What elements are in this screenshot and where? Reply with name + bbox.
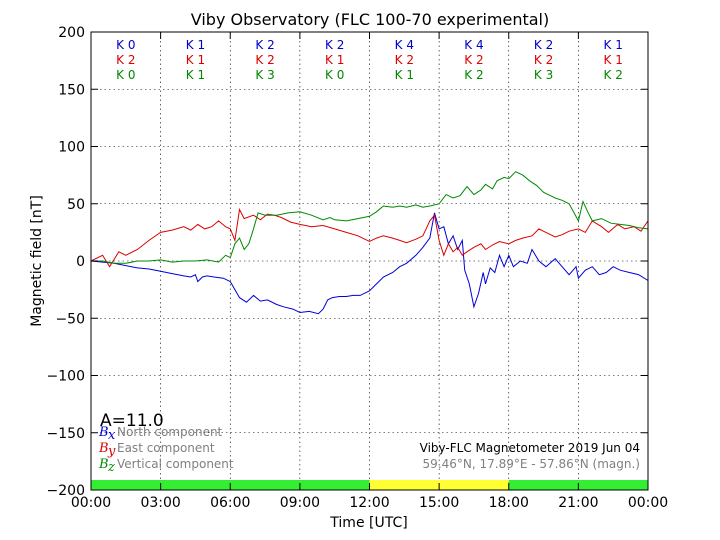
k-index-value: K 1	[186, 53, 205, 67]
k-index-value: K 4	[464, 38, 483, 52]
x-tick-label: 06:00	[210, 495, 250, 511]
legend-subscript: x	[108, 428, 116, 443]
y-tick-label: −100	[47, 369, 85, 385]
k-index-value: K 2	[464, 68, 483, 82]
y-tick-label: −200	[47, 483, 85, 499]
k-index-value: K 2	[255, 53, 274, 67]
x-tick-label: 12:00	[349, 495, 389, 511]
y-tick-label: −150	[47, 426, 85, 442]
x-tick-label: 18:00	[489, 495, 529, 511]
grid	[91, 32, 648, 490]
k-index-value: K 1	[186, 38, 205, 52]
k-index-value: K 2	[395, 53, 414, 67]
legend-label: East component	[117, 441, 215, 455]
k-index-value: K 0	[116, 38, 135, 52]
k-index-value: K 1	[604, 38, 623, 52]
location-info: 59.46°N, 17.89°E - 57.86°N (magn.)	[423, 457, 640, 471]
k-index-value: K 1	[395, 68, 414, 82]
series-line-x	[90, 212, 649, 315]
k-index-value: K 0	[325, 68, 344, 82]
y-tick-label: 200	[58, 25, 85, 41]
y-tick-label: 50	[67, 197, 85, 213]
legend-subscript: z	[107, 460, 115, 475]
k-index-value: K 2	[534, 38, 553, 52]
legend-symbol: B	[98, 457, 109, 472]
k-index-value: K 0	[116, 68, 135, 82]
a-index-label: A=11.0	[100, 411, 164, 431]
k-index-value: K 2	[325, 38, 344, 52]
k-index-value: K 2	[116, 53, 135, 67]
legend-symbol: B	[98, 425, 109, 440]
k-index-value: K 2	[464, 53, 483, 67]
k-index-value: K 1	[186, 68, 205, 82]
x-tick-label: 03:00	[140, 495, 180, 511]
k-index-value: K 1	[604, 53, 623, 67]
x-tick-label: 15:00	[419, 495, 459, 511]
chart-title: Viby Observatory (FLC 100-70 experimenta…	[191, 10, 550, 29]
legend-subscript: y	[107, 444, 116, 459]
x-tick-label: 00:00	[628, 495, 668, 511]
y-axis-label: Magnetic field [nT]	[29, 195, 45, 327]
series-line-y	[90, 207, 649, 268]
x-tick-label: 00:00	[71, 495, 111, 511]
y-tick-label: 100	[58, 140, 85, 156]
x-tick-label: 09:00	[280, 495, 320, 511]
instrument-info: Viby-FLC Magnetometer 2019 Jun 04	[420, 441, 640, 455]
legend-label: North component	[117, 425, 223, 439]
y-tick-label: −50	[55, 311, 85, 327]
k-index-value: K 3	[255, 68, 274, 82]
legend-symbol: B	[98, 441, 109, 456]
axis-ticks: 00:00 03:00 06:00 09:00 12:00 15:00 18:00 21:00…	[47, 25, 669, 511]
x-axis-label: Time [UTC]	[329, 515, 407, 531]
k-index-value: K 1	[325, 53, 344, 67]
k-index-value: K 3	[534, 68, 553, 82]
series-lines	[90, 171, 649, 315]
k-index-value: K 2	[534, 53, 553, 67]
x-tick-label: 21:00	[558, 495, 598, 511]
k-index-value: K 2	[604, 68, 623, 82]
legend-label: Vertical component	[117, 457, 234, 471]
k-index-value: K 2	[255, 38, 274, 52]
y-tick-label: 0	[76, 254, 85, 270]
y-tick-label: 150	[58, 82, 85, 98]
k-index-value: K 4	[395, 38, 414, 52]
series-line-z	[91, 171, 649, 264]
